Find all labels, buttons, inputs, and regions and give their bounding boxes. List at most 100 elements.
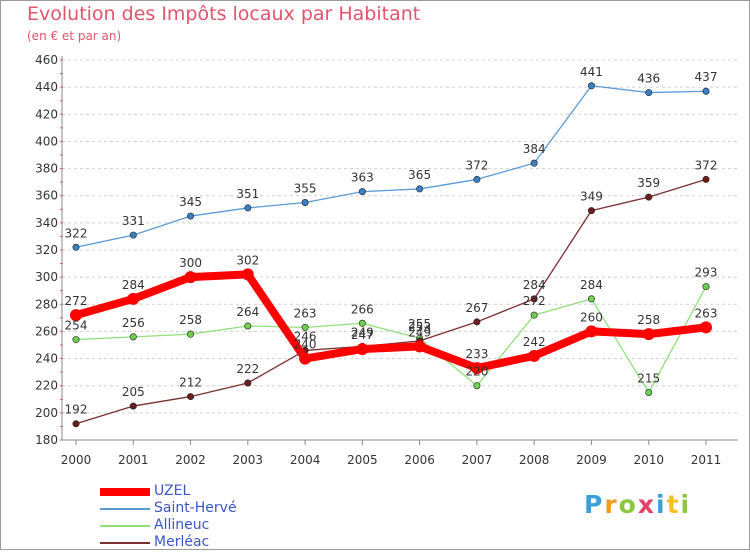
- data-point: [187, 330, 195, 338]
- y-tick-label: 440: [35, 80, 58, 94]
- chart-subtitle: (en € et par an): [27, 29, 122, 43]
- data-point: [702, 175, 710, 183]
- x-tick-label: 2001: [118, 453, 149, 467]
- x-tick-label: 2000: [61, 453, 92, 467]
- data-label: 365: [408, 168, 431, 182]
- data-point: [530, 311, 538, 319]
- legend-label: Saint-Hervé: [154, 500, 237, 516]
- y-tick-label: 460: [35, 53, 58, 67]
- data-label: 233: [465, 347, 488, 361]
- y-tick-label: 220: [35, 379, 58, 393]
- x-tick-label: 2002: [175, 453, 206, 467]
- data-label: 359: [637, 176, 660, 190]
- x-tick-label: 2005: [347, 453, 378, 467]
- data-label: 247: [351, 328, 374, 342]
- data-label: 384: [523, 142, 546, 156]
- data-label: 205: [122, 385, 145, 399]
- data-label: 192: [65, 403, 88, 417]
- data-point: [642, 328, 655, 341]
- x-tick-label: 2010: [633, 453, 664, 467]
- x-tick-label: 2007: [462, 453, 493, 467]
- data-label: 249: [408, 325, 431, 339]
- data-point: [700, 321, 712, 334]
- y-tick-label: 360: [35, 189, 58, 203]
- data-point: [299, 352, 312, 365]
- data-point: [530, 295, 538, 303]
- x-tick-label: 2003: [233, 453, 264, 467]
- grid-lines: [62, 59, 738, 441]
- data-label: 266: [351, 302, 374, 316]
- data-label: 284: [580, 278, 603, 292]
- data-point: [587, 207, 595, 215]
- series-line-uzel: [72, 270, 710, 373]
- x-tick-label: 2006: [404, 453, 435, 467]
- proxiti-logo: Proxiti: [584, 490, 691, 519]
- data-point: [702, 87, 710, 95]
- series-line-allineuc: [75, 285, 707, 394]
- y-tick-label: 380: [35, 162, 58, 176]
- data-point: [530, 159, 538, 167]
- axes: 180 200 220 240 260 280 300 320 340 360 380 400 420 4…: [35, 53, 738, 467]
- data-point: [416, 185, 424, 193]
- data-point: [645, 193, 653, 201]
- data-label: 258: [179, 313, 202, 327]
- data-point: [187, 393, 195, 401]
- logo-letter: i: [656, 490, 667, 519]
- data-label: 437: [695, 70, 718, 84]
- legend-label: Merléac: [154, 534, 210, 550]
- x-tick-label: 2009: [576, 453, 607, 467]
- data-label: 212: [179, 376, 202, 390]
- legend-swatch: [100, 525, 150, 527]
- data-point: [244, 204, 252, 212]
- data-point: [358, 188, 366, 196]
- y-tick-label: 320: [35, 243, 58, 257]
- data-label: 284: [122, 278, 145, 292]
- logo-letter: r: [604, 490, 619, 519]
- logo-letter: t: [666, 490, 681, 519]
- y-tick-label: 180: [35, 433, 58, 447]
- y-tick-label: 420: [35, 107, 58, 121]
- data-point: [129, 231, 137, 239]
- data-point: [244, 379, 252, 387]
- data-label: 240: [294, 338, 317, 352]
- logo-letter: i: [680, 490, 692, 519]
- data-label: 372: [695, 158, 718, 172]
- data-point: [129, 333, 137, 341]
- data-label: 300: [179, 256, 202, 270]
- data-point: [470, 362, 483, 375]
- data-label: 322: [65, 226, 88, 240]
- data-label: 254: [65, 319, 88, 333]
- data-label: 372: [465, 158, 488, 172]
- data-label: 215: [637, 372, 660, 386]
- data-point: [72, 243, 80, 251]
- data-label: 351: [236, 187, 259, 201]
- y-tick-label: 200: [35, 406, 58, 420]
- x-tick-label: 2011: [691, 453, 722, 467]
- data-label: 264: [236, 305, 259, 319]
- y-tick-label: 260: [35, 324, 58, 338]
- data-point: [70, 309, 82, 322]
- data-labels: 322 331 345 351 355 363 365 372 384 441 436 437 254 2…: [65, 65, 718, 417]
- data-label: 249: [351, 325, 374, 339]
- data-point: [702, 283, 710, 291]
- data-label: 363: [351, 171, 374, 185]
- data-label: 246: [294, 329, 317, 343]
- data-point: [413, 340, 426, 353]
- legend-label: UZEL: [154, 483, 191, 499]
- data-label: 258: [637, 313, 660, 327]
- data-label: 267: [465, 301, 488, 315]
- data-point: [72, 420, 80, 428]
- data-label: 272: [523, 294, 546, 308]
- series-line-saint-herv-: [75, 85, 707, 248]
- y-tick-label: 240: [35, 352, 58, 366]
- data-point: [473, 318, 481, 326]
- data-label: 260: [580, 310, 603, 324]
- data-point: [72, 336, 80, 344]
- data-point: [473, 175, 481, 183]
- data-label: 302: [236, 253, 259, 267]
- legend-label: Allineuc: [154, 517, 210, 533]
- data-label: 355: [294, 182, 317, 196]
- data-label: 345: [179, 195, 202, 209]
- data-point: [528, 349, 541, 362]
